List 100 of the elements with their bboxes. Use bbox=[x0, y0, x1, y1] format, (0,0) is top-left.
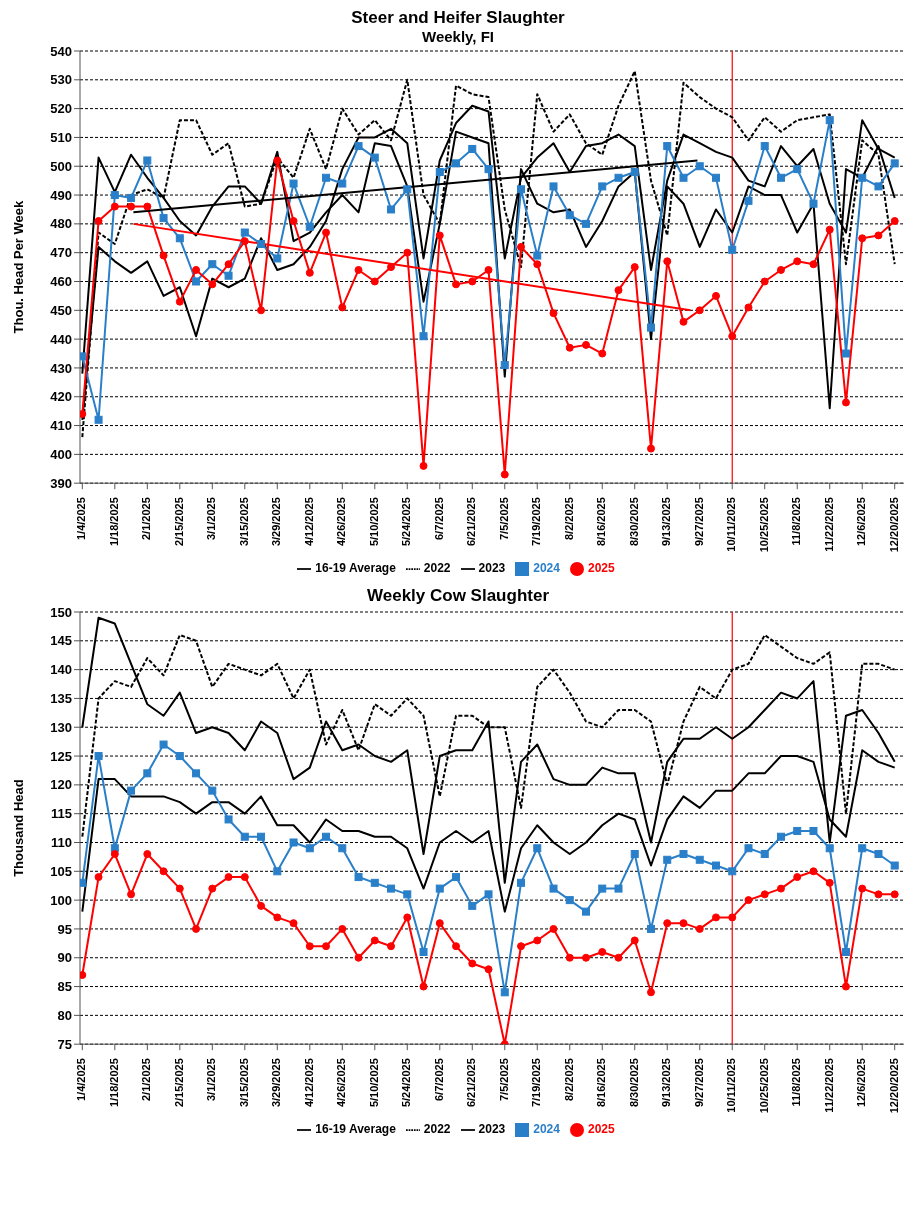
point bbox=[663, 142, 672, 151]
point bbox=[744, 303, 753, 312]
point bbox=[452, 280, 461, 289]
point bbox=[80, 878, 87, 887]
point bbox=[175, 297, 184, 306]
point bbox=[322, 832, 331, 841]
point bbox=[240, 873, 249, 882]
x-tick-label: 7/5/2025 bbox=[497, 497, 510, 540]
y-tick-label: 410 bbox=[50, 418, 72, 434]
x-tick-label: 6/7/2025 bbox=[432, 497, 445, 540]
y-tick-label: 450 bbox=[50, 302, 72, 318]
point bbox=[419, 461, 428, 470]
x-tick-label: 12/6/2025 bbox=[855, 1058, 868, 1108]
x-tick-label: 4/12/2025 bbox=[302, 1058, 315, 1108]
y-tick-label: 85 bbox=[57, 979, 72, 995]
point bbox=[257, 306, 266, 315]
point bbox=[403, 890, 412, 899]
point bbox=[338, 924, 347, 933]
x-tick-label: 11/22/2025 bbox=[822, 497, 835, 552]
point bbox=[452, 942, 461, 951]
point bbox=[387, 942, 396, 951]
y-tick-label: 500 bbox=[50, 158, 72, 174]
point bbox=[549, 309, 558, 318]
point bbox=[760, 277, 769, 286]
point bbox=[159, 251, 168, 260]
point bbox=[370, 936, 379, 945]
x-tick-label: 9/13/2025 bbox=[660, 497, 673, 547]
point bbox=[257, 901, 266, 910]
point bbox=[289, 216, 298, 225]
point bbox=[257, 832, 266, 841]
point bbox=[452, 873, 461, 882]
point bbox=[858, 884, 867, 893]
point bbox=[224, 873, 233, 882]
x-tick-label: 12/20/2025 bbox=[887, 1058, 900, 1114]
point bbox=[305, 844, 314, 853]
y-tick-label: 440 bbox=[50, 331, 72, 347]
point bbox=[322, 228, 331, 237]
point bbox=[809, 826, 818, 835]
x-tick-label: 8/30/2025 bbox=[627, 1058, 640, 1108]
point bbox=[208, 884, 217, 893]
point bbox=[533, 844, 542, 853]
point bbox=[679, 173, 688, 182]
point bbox=[192, 265, 201, 274]
x-tick-label: 9/27/2025 bbox=[692, 1058, 705, 1108]
y-tick-label: 120 bbox=[50, 777, 72, 793]
legend-label: 2023 bbox=[478, 1122, 506, 1137]
point bbox=[94, 216, 103, 225]
point bbox=[468, 144, 477, 153]
point bbox=[322, 942, 331, 951]
point bbox=[354, 953, 363, 962]
y-tick-label: 75 bbox=[57, 1036, 72, 1052]
point bbox=[110, 850, 119, 859]
x-tick-label: 3/29/2025 bbox=[270, 497, 283, 547]
point bbox=[208, 786, 217, 795]
point bbox=[874, 231, 883, 240]
y-tick-label: 105 bbox=[50, 863, 72, 879]
point bbox=[80, 971, 87, 980]
point bbox=[289, 919, 298, 928]
point bbox=[565, 896, 574, 905]
x-tick-label: 10/11/2025 bbox=[725, 497, 738, 552]
point bbox=[744, 896, 753, 905]
point bbox=[598, 349, 607, 358]
point bbox=[841, 982, 850, 991]
x-tick-label: 8/2/2025 bbox=[562, 497, 575, 540]
legend-label: 16-19 Average bbox=[315, 561, 396, 576]
point bbox=[208, 260, 217, 269]
point bbox=[679, 850, 688, 859]
point bbox=[565, 343, 574, 352]
point bbox=[370, 878, 379, 887]
y-tick-label: 140 bbox=[50, 662, 72, 678]
point bbox=[841, 349, 850, 358]
point bbox=[647, 323, 655, 332]
point bbox=[387, 884, 396, 893]
point bbox=[549, 924, 558, 933]
x-tick-label: 7/19/2025 bbox=[530, 497, 543, 547]
point bbox=[484, 265, 493, 274]
y-tick-label: 150 bbox=[50, 604, 72, 620]
point bbox=[127, 786, 136, 795]
point bbox=[338, 179, 347, 188]
point bbox=[630, 936, 639, 945]
point bbox=[614, 173, 623, 182]
point bbox=[127, 202, 136, 211]
point bbox=[468, 277, 477, 286]
point bbox=[435, 231, 444, 240]
point bbox=[630, 168, 639, 177]
point bbox=[127, 890, 136, 899]
point bbox=[322, 173, 331, 182]
point bbox=[776, 173, 785, 182]
point bbox=[289, 838, 298, 847]
point bbox=[273, 254, 282, 263]
x-tick-label: 11/8/2025 bbox=[790, 497, 803, 546]
point bbox=[793, 257, 802, 266]
point bbox=[598, 947, 607, 956]
point bbox=[565, 211, 574, 220]
chart-subtitle: Weekly, FI bbox=[421, 28, 495, 45]
legend-label: 2022 bbox=[423, 561, 451, 576]
point bbox=[614, 286, 623, 295]
point bbox=[760, 850, 769, 859]
x-tick-label: 10/25/2025 bbox=[757, 1058, 770, 1114]
point bbox=[403, 913, 412, 922]
